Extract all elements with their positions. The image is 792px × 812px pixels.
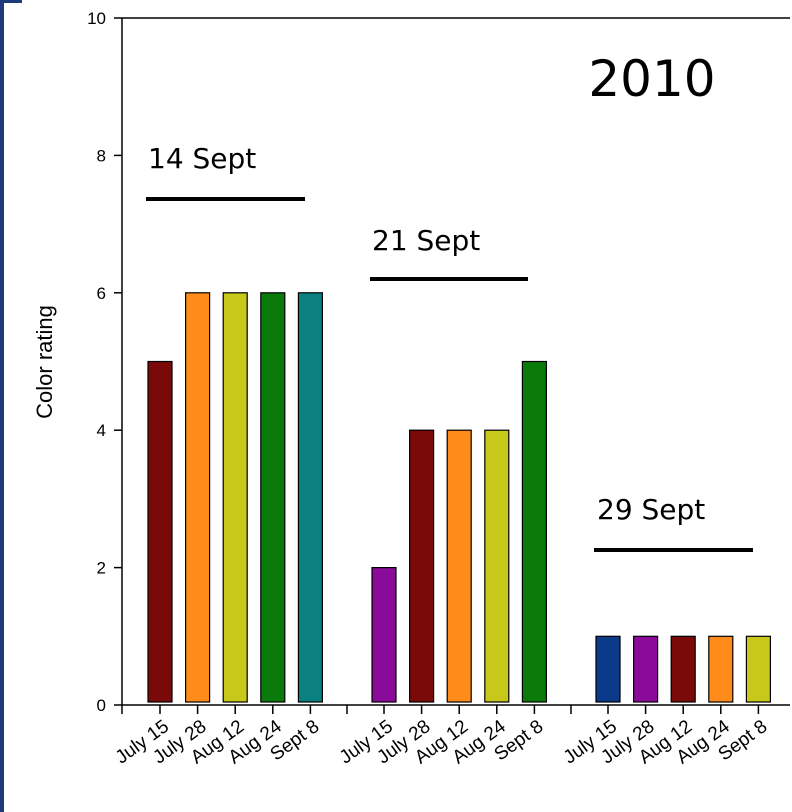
bar <box>147 360 173 703</box>
y-tick-label: 2 <box>97 559 106 578</box>
bar <box>670 635 696 703</box>
y-tick-label: 4 <box>97 421 106 440</box>
y-axis-label: Color rating <box>32 305 57 419</box>
group-label: 21 Sept <box>372 224 480 257</box>
bar <box>371 566 397 703</box>
bar <box>185 292 211 703</box>
bar <box>745 635 772 703</box>
bar <box>409 429 435 703</box>
bar <box>484 429 510 703</box>
bar <box>297 292 323 703</box>
group-label: 29 Sept <box>597 493 705 526</box>
group-label: 14 Sept <box>148 142 256 175</box>
bar <box>708 635 734 703</box>
y-tick-label: 0 <box>97 696 106 715</box>
y-tick-label: 8 <box>97 146 106 165</box>
top-left-edge-strip <box>0 0 22 3</box>
bar <box>632 635 659 703</box>
bar <box>260 292 286 703</box>
bar <box>222 292 248 703</box>
left-edge-strip <box>0 0 4 812</box>
y-tick-label: 6 <box>97 284 106 303</box>
bar <box>446 429 472 703</box>
y-tick-label: 10 <box>87 9 106 28</box>
bar <box>595 635 621 703</box>
group-labels: 14 Sept 21 Sept 29 Sept <box>146 142 753 552</box>
bars <box>147 292 772 703</box>
chart-title: 2010 <box>588 50 715 108</box>
bar <box>521 360 548 703</box>
